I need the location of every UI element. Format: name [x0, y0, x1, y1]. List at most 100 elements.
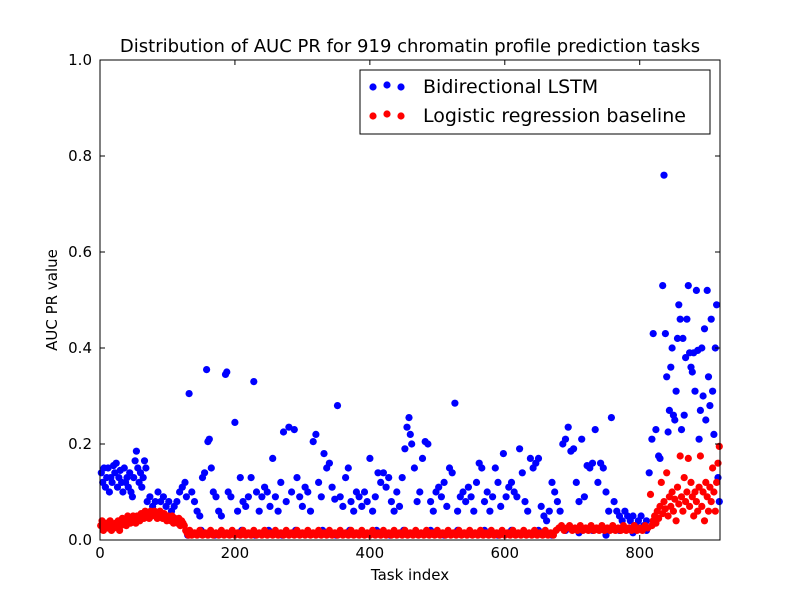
lstm-point [252, 488, 261, 496]
lstm-point [104, 464, 112, 472]
lstm-point [374, 469, 382, 477]
x-tick-label: 600 [490, 544, 519, 562]
lstm-point [707, 315, 715, 323]
lstm-point [406, 430, 414, 438]
axis-ticks: 0 200 400 600 800 0.0 0.2 0.4 0.6 0.8 1.0 [68, 51, 720, 562]
lstm-point [101, 483, 109, 491]
lstm-point [126, 469, 134, 477]
lstm-point [205, 435, 213, 443]
lstm-point [317, 493, 325, 501]
x-tick-label: 800 [625, 544, 654, 562]
lstm-point [277, 478, 285, 486]
baseline-point [676, 452, 684, 460]
legend: Bidirectional LSTM Logistic regression b… [359, 69, 711, 135]
lstm-point [534, 454, 543, 462]
lstm-point [688, 368, 696, 376]
lstm-point [201, 469, 209, 477]
baseline-point [695, 483, 703, 491]
lstm-point [355, 493, 363, 501]
baseline-point [700, 517, 709, 525]
lstm-point [418, 454, 427, 462]
lstm-point [710, 430, 718, 438]
lstm-point [387, 498, 395, 506]
lstm-point [605, 507, 613, 515]
lstm-point [142, 464, 150, 472]
lstm-point [410, 464, 418, 472]
lstm-point [293, 474, 301, 482]
baseline-point [710, 488, 718, 496]
lstm-point [575, 498, 583, 506]
lstm-point [128, 493, 136, 501]
baseline-point [661, 505, 670, 513]
lstm-point [675, 301, 683, 309]
lstm-point [358, 502, 366, 510]
lstm-point [269, 454, 277, 462]
lstm-point [545, 507, 553, 515]
lstm-point [491, 464, 499, 472]
lstm-point [660, 171, 668, 179]
lstm-point [185, 390, 193, 398]
lstm-point [131, 457, 139, 465]
legend-marker-lstm [397, 83, 405, 91]
lstm-point [588, 459, 597, 467]
lstm-point [715, 498, 723, 506]
lstm-point [483, 488, 491, 496]
lstm-point [111, 469, 119, 477]
lstm-point [403, 423, 411, 431]
lstm-point [695, 435, 703, 443]
lstm-point [258, 493, 266, 501]
lstm-point [298, 502, 306, 510]
lstm-point [333, 402, 342, 410]
lstm-point [290, 426, 298, 434]
lstm-point [279, 428, 288, 436]
lstm-point [108, 478, 116, 486]
lstm-point [188, 488, 196, 496]
lstm-point [478, 464, 486, 472]
baseline-point [714, 459, 722, 467]
lstm-point [502, 493, 510, 501]
baseline-point [692, 498, 701, 506]
lstm-point [564, 423, 572, 431]
lstm-point [250, 378, 258, 386]
legend-frame [359, 69, 711, 135]
baseline-point [668, 488, 676, 496]
lstm-point [236, 474, 244, 482]
plot-area [97, 171, 723, 539]
lstm-point [464, 483, 472, 491]
lstm-point [312, 430, 320, 438]
lstm-point [154, 488, 162, 496]
lstm-point [440, 478, 448, 486]
legend-marker-baseline [369, 112, 377, 120]
lstm-point [521, 498, 529, 506]
lstm-point [703, 286, 711, 294]
lstm-point [309, 438, 317, 446]
baseline-point [677, 493, 686, 501]
lstm-point [570, 445, 578, 453]
legend-label-lstm: Bidirectional LSTM [423, 76, 598, 98]
lstm-point [146, 493, 154, 501]
lstm-point [591, 426, 599, 434]
baseline-point [675, 500, 683, 508]
lstm-point [656, 454, 664, 462]
lstm-point [629, 512, 637, 520]
lstm-point [217, 512, 225, 520]
lstm-point [339, 502, 347, 510]
y-tick-label: 0.8 [68, 147, 92, 165]
lstm-point [113, 483, 122, 491]
lstm-point [227, 493, 235, 501]
baseline-point [655, 514, 663, 523]
lstm-point [526, 454, 535, 462]
baseline-point [663, 469, 671, 477]
lstm-point [377, 478, 385, 486]
lstm-point [668, 344, 676, 352]
lstm-point [580, 493, 589, 501]
baseline-point [684, 454, 692, 462]
lstm-point [325, 459, 333, 467]
lstm-point [594, 478, 602, 486]
lstm-point [282, 498, 290, 506]
lstm-point [607, 414, 616, 422]
lstm-point [181, 478, 189, 486]
lstm-point [683, 315, 691, 323]
lstm-point [679, 334, 687, 342]
lstm-point [652, 426, 660, 434]
